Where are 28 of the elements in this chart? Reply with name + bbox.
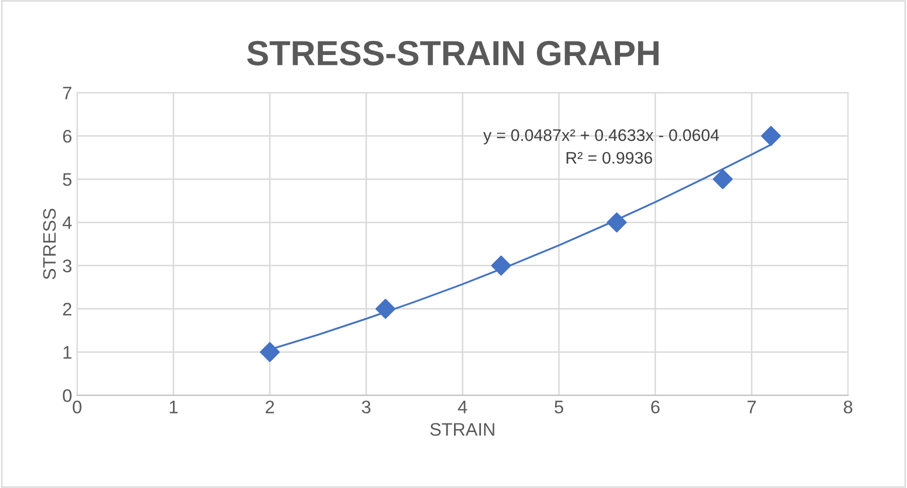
point	[260, 342, 280, 362]
y-tick-label: 2	[63, 302, 72, 316]
x-tick-label: 0	[72, 400, 82, 414]
y-axis-title: STRESS	[43, 208, 56, 280]
x-tick-label: 6	[651, 400, 660, 414]
point	[606, 212, 627, 232]
x-tick-label: 8	[844, 400, 852, 414]
y-tick-label: 0	[62, 389, 72, 402]
y-tick-label: 7	[63, 86, 72, 100]
chart-title: STRESS-STRAIN GRAPH	[247, 40, 659, 66]
x-tick-label: 5	[554, 400, 564, 414]
annotation: R² = 0.9936	[566, 152, 652, 164]
y-tick-label: 3	[62, 260, 72, 272]
point	[712, 169, 733, 190]
point	[375, 298, 396, 319]
y-tick-label: 6	[63, 130, 72, 143]
annotation: y = 0.0487x² + 0.4633x - 0.0604	[483, 129, 719, 144]
point	[491, 256, 512, 276]
x-axis-title: STRAIN	[430, 423, 494, 436]
point	[760, 126, 781, 146]
y-tick-label: 4	[62, 216, 72, 229]
x-tick-label: 7	[748, 400, 756, 414]
x-tick-label: 2	[266, 400, 274, 414]
y-tick-label: 5	[62, 173, 72, 186]
x-tick-label: 4	[458, 400, 468, 414]
x-tick-label: 3	[362, 400, 370, 414]
x-tick-label: 1	[170, 400, 178, 414]
y-tick-label: 1	[64, 346, 72, 359]
